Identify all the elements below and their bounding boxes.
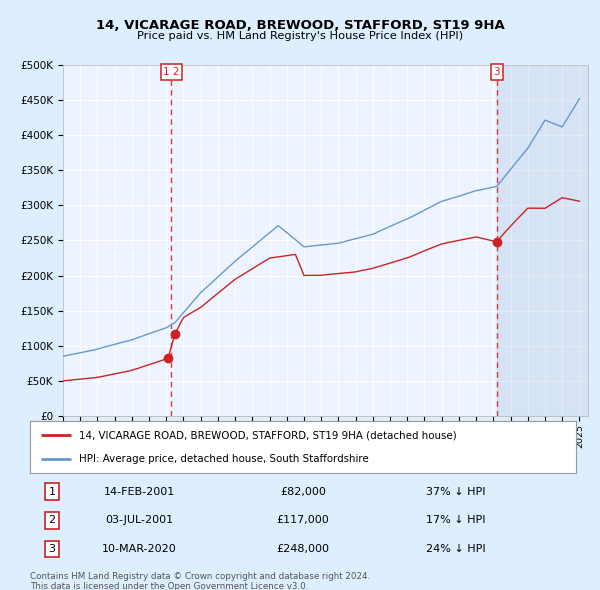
Text: 1: 1 [49,487,55,497]
Text: £117,000: £117,000 [277,516,329,525]
Text: £82,000: £82,000 [280,487,326,497]
Text: 37% ↓ HPI: 37% ↓ HPI [426,487,485,497]
Bar [497,65,588,416]
Text: 14-FEB-2001: 14-FEB-2001 [104,487,175,497]
Text: 10-MAR-2020: 10-MAR-2020 [102,544,176,554]
Text: 24% ↓ HPI: 24% ↓ HPI [426,544,485,554]
Text: This data is licensed under the Open Government Licence v3.0.: This data is licensed under the Open Gov… [30,582,308,590]
Text: 3: 3 [49,544,55,554]
Text: £248,000: £248,000 [277,544,329,554]
Text: Price paid vs. HM Land Registry's House Price Index (HPI): Price paid vs. HM Land Registry's House … [137,31,463,41]
Text: 17% ↓ HPI: 17% ↓ HPI [426,516,485,525]
Text: Contains HM Land Registry data © Crown copyright and database right 2024.: Contains HM Land Registry data © Crown c… [30,572,370,581]
Text: 14, VICARAGE ROAD, BREWOOD, STAFFORD, ST19 9HA: 14, VICARAGE ROAD, BREWOOD, STAFFORD, ST… [95,19,505,32]
Text: 14, VICARAGE ROAD, BREWOOD, STAFFORD, ST19 9HA (detached house): 14, VICARAGE ROAD, BREWOOD, STAFFORD, ST… [79,430,457,440]
Text: HPI: Average price, detached house, South Staffordshire: HPI: Average price, detached house, Sout… [79,454,369,464]
Text: 3: 3 [493,67,500,77]
Text: 03-JUL-2001: 03-JUL-2001 [105,516,173,525]
Text: 2: 2 [48,516,55,525]
Text: 1 2: 1 2 [163,67,179,77]
